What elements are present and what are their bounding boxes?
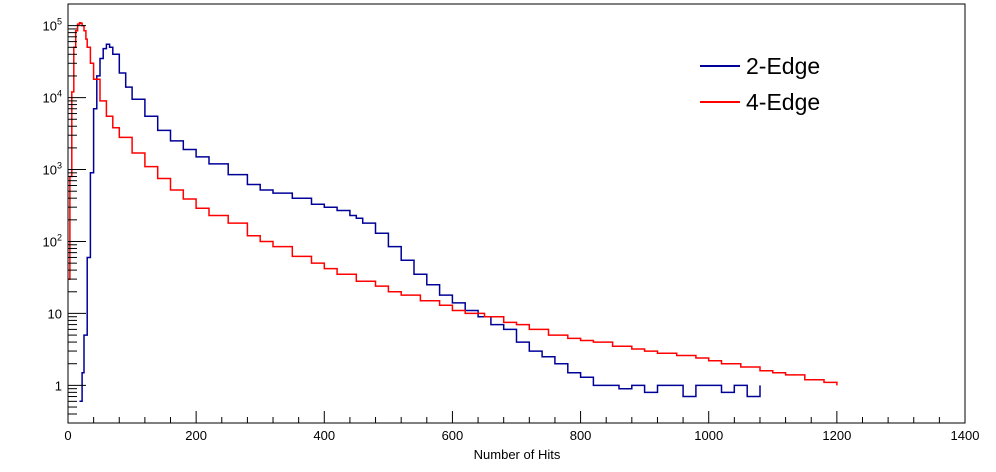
x-tick-label: 800	[570, 428, 592, 443]
x-tick-label: 200	[185, 428, 207, 443]
legend-label-4-edge: 4-Edge	[746, 89, 820, 115]
y-tick-label: 10	[48, 306, 62, 321]
x-tick-label: 1000	[694, 428, 723, 443]
x-tick-label: 0	[64, 428, 71, 443]
y-tick-label: 105	[43, 17, 62, 34]
x-tick-label: 600	[442, 428, 464, 443]
series-line-4-edge	[68, 21, 838, 386]
series-layer	[68, 21, 838, 403]
axes-layer: 0 200 400 600 800 1000 1200 1400 1 10 102 103 104 105	[43, 3, 980, 443]
series-line-2-edge	[79, 43, 761, 403]
y-tick-label: 102	[43, 232, 62, 249]
y-tick-label: 103	[43, 161, 62, 178]
x-tick-label: 1400	[951, 428, 980, 443]
legend: 2-Edge 4-Edge	[700, 53, 820, 115]
x-tick-label: 1200	[822, 428, 851, 443]
plot-frame	[67, 3, 966, 424]
legend-label-2-edge: 2-Edge	[746, 53, 820, 79]
x-tick-label: 400	[313, 428, 335, 443]
x-axis-title: Number of Hits	[474, 447, 561, 462]
y-tick-label: 104	[43, 89, 62, 106]
y-tick-label: 1	[55, 378, 62, 393]
